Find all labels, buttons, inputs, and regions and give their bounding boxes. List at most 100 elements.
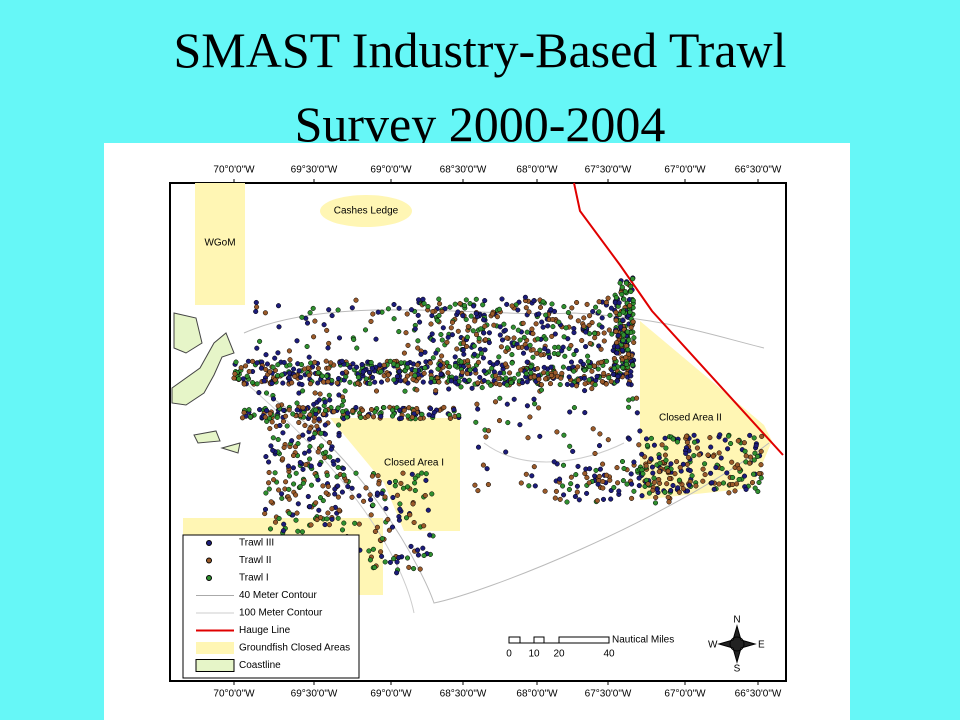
station-dot (700, 478, 706, 484)
station-dot (298, 374, 304, 380)
station-dot (483, 434, 489, 440)
station-dot (670, 482, 676, 489)
station-dot (464, 343, 470, 350)
station-dot (353, 404, 359, 411)
station-dot (272, 355, 278, 361)
station-dot (628, 373, 634, 379)
station-dot (394, 373, 400, 380)
station-dot (295, 528, 301, 534)
station-dot (302, 450, 308, 456)
survey-stations (231, 275, 765, 576)
station-dot (286, 370, 292, 376)
station-dot (365, 413, 371, 419)
station-dot (702, 472, 708, 478)
station-dot (531, 374, 537, 380)
station-dot (720, 480, 727, 486)
station-dot (355, 380, 361, 386)
legend-symbol (196, 642, 234, 654)
station-dot (747, 432, 753, 438)
station-dot (339, 489, 345, 495)
station-dot (530, 354, 536, 360)
station-dot (473, 310, 479, 317)
station-dot (404, 555, 411, 561)
station-dot (710, 453, 716, 459)
station-dot (465, 324, 471, 330)
station-dot (596, 299, 602, 305)
station-dot (622, 289, 628, 295)
station-dot (499, 296, 505, 302)
station-dot (257, 407, 263, 413)
compass-label: W (708, 640, 718, 651)
station-dot (404, 364, 410, 371)
station-dot (423, 471, 429, 477)
station-dot (665, 494, 671, 500)
compass-ring (729, 636, 745, 652)
station-dot (325, 379, 331, 385)
station-dot (595, 481, 601, 487)
station-dot (587, 364, 593, 370)
station-dot (304, 343, 310, 350)
station-dot (287, 357, 293, 363)
legend-label: Trawl II (239, 555, 271, 566)
station-dot (675, 485, 681, 491)
station-dot (531, 298, 537, 304)
station-dot (600, 496, 607, 502)
station-dot (411, 519, 417, 526)
station-dot (590, 426, 596, 432)
station-dot (299, 529, 305, 535)
station-dot (581, 367, 588, 373)
station-dot (614, 350, 620, 356)
station-dot (728, 440, 734, 447)
station-dot (758, 475, 764, 481)
station-dot (322, 422, 328, 428)
station-dot (509, 360, 515, 366)
station-dot (296, 390, 302, 396)
station-dot (741, 440, 747, 446)
station-dot (479, 385, 485, 391)
station-dot (267, 426, 273, 432)
station-dot (511, 335, 517, 341)
station-dot (315, 449, 321, 455)
station-dot (587, 313, 593, 319)
station-dot (628, 471, 634, 477)
station-dot (461, 377, 468, 383)
station-dot (316, 397, 322, 403)
station-dot (250, 358, 256, 364)
station-dot (725, 446, 731, 452)
station-dot (403, 330, 409, 336)
station-dot (758, 462, 764, 468)
station-dot (299, 382, 305, 388)
station-dot (467, 367, 473, 373)
station-dot (528, 364, 534, 370)
station-dot (427, 532, 433, 538)
station-dot (491, 322, 497, 328)
station-dot (492, 399, 499, 405)
station-dot (339, 358, 345, 364)
station-dot (752, 450, 758, 456)
station-dot (572, 493, 578, 500)
station-dot (279, 491, 285, 497)
station-dot (502, 361, 509, 367)
station-dot (565, 310, 571, 316)
station-dot (643, 463, 649, 469)
station-dot (499, 337, 506, 343)
station-dot (437, 301, 443, 307)
station-dot (331, 409, 337, 415)
station-dot (629, 481, 635, 487)
station-dot (756, 471, 762, 477)
station-dot (415, 345, 421, 351)
station-dot (421, 552, 427, 559)
station-dot (548, 306, 554, 313)
station-dot (281, 521, 287, 527)
station-dot (429, 491, 435, 497)
station-dot (448, 325, 454, 331)
station-dot (758, 448, 764, 454)
station-dot (619, 284, 625, 290)
station-dot (729, 459, 735, 465)
station-dot (417, 319, 423, 325)
station-dot (623, 354, 629, 360)
station-dot (381, 362, 387, 368)
station-dot (425, 303, 431, 310)
station-dot (545, 348, 551, 354)
station-dot (324, 472, 330, 478)
